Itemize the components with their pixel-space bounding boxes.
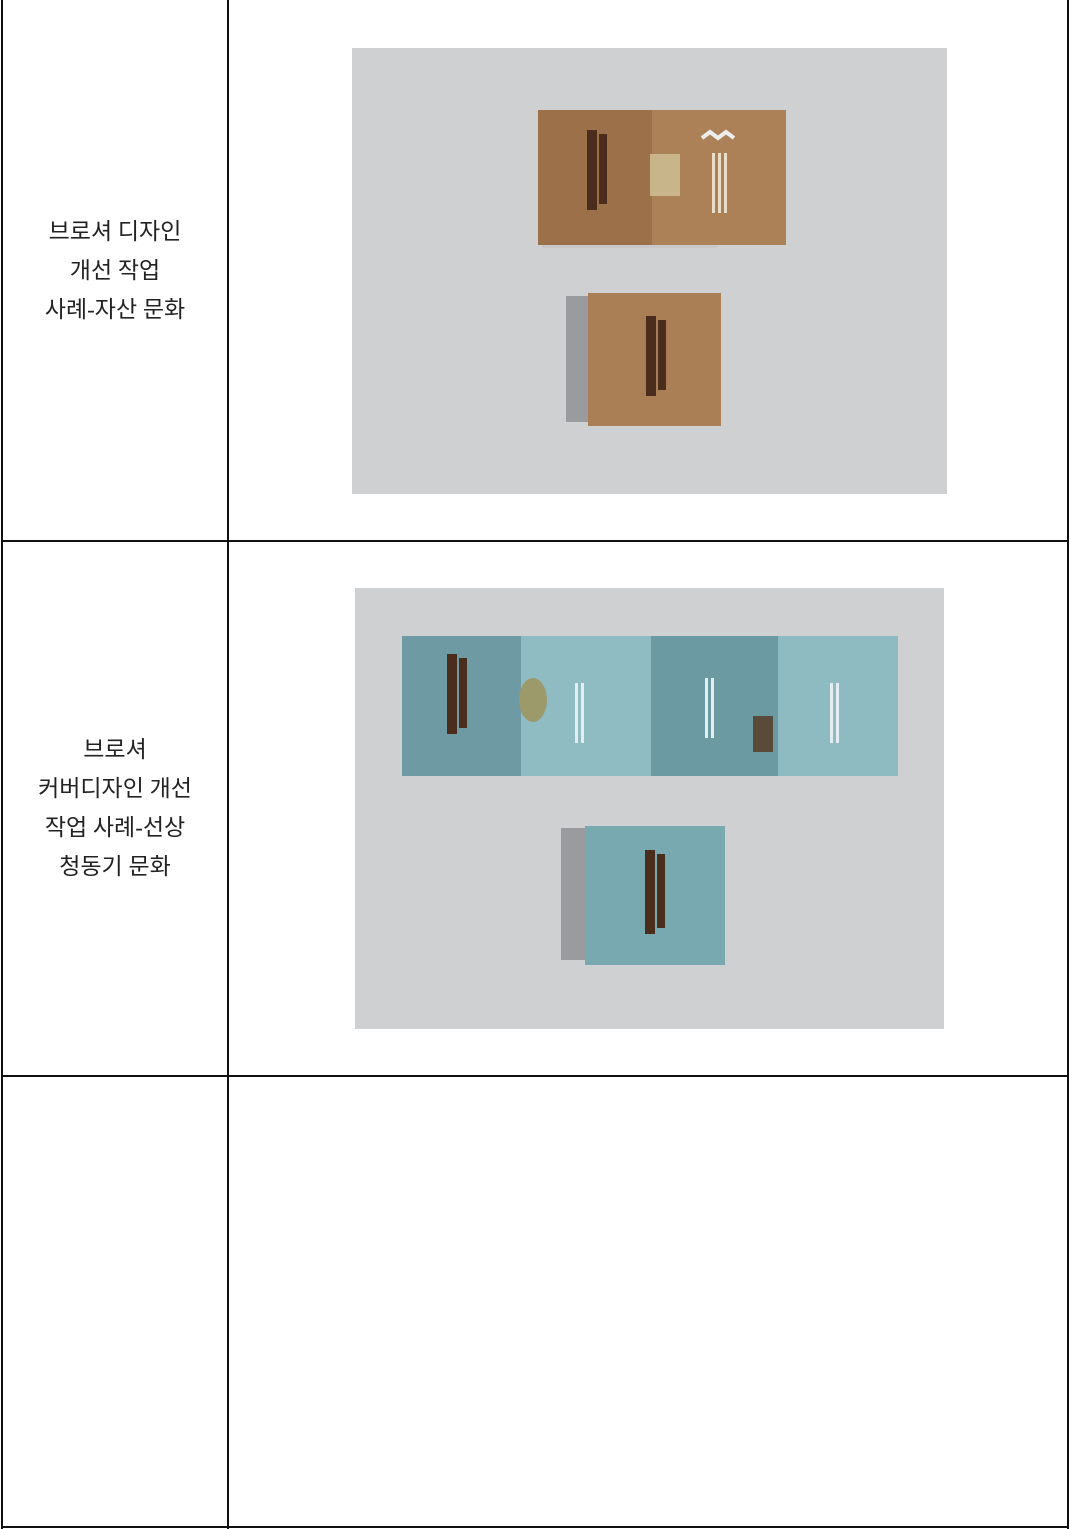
brochure-mockup-image bbox=[355, 588, 944, 1029]
label-line: 브로셔 디자인 bbox=[48, 219, 182, 244]
row-divider bbox=[1, 540, 1069, 542]
label-line: 브로셔 bbox=[83, 737, 147, 762]
column-divider bbox=[227, 0, 229, 1529]
brochure-mockup-image bbox=[352, 48, 947, 494]
table-border bbox=[1, 1526, 1069, 1528]
table-border bbox=[1, 0, 3, 1529]
label-line: 청동기 문화 bbox=[59, 854, 171, 879]
label-line: 개선 작업 bbox=[69, 258, 161, 283]
label-line: 커버디자인 개선 bbox=[38, 776, 192, 801]
label-line: 사례-자산 문화 bbox=[44, 297, 186, 322]
label-line: 작업 사례-선상 bbox=[44, 815, 186, 840]
table-border bbox=[1067, 0, 1069, 1529]
row-divider bbox=[1, 1075, 1069, 1077]
